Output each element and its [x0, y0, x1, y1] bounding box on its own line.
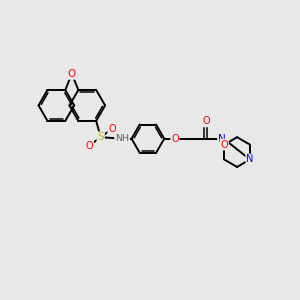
Text: O: O	[85, 140, 93, 151]
Text: N: N	[246, 154, 254, 164]
Text: N: N	[218, 134, 226, 144]
Text: O: O	[68, 69, 76, 79]
Text: O: O	[202, 116, 210, 127]
Text: O: O	[171, 134, 179, 144]
Text: NH: NH	[115, 134, 129, 143]
Text: S: S	[97, 132, 104, 142]
Text: O: O	[220, 140, 228, 150]
Text: O: O	[108, 124, 116, 134]
